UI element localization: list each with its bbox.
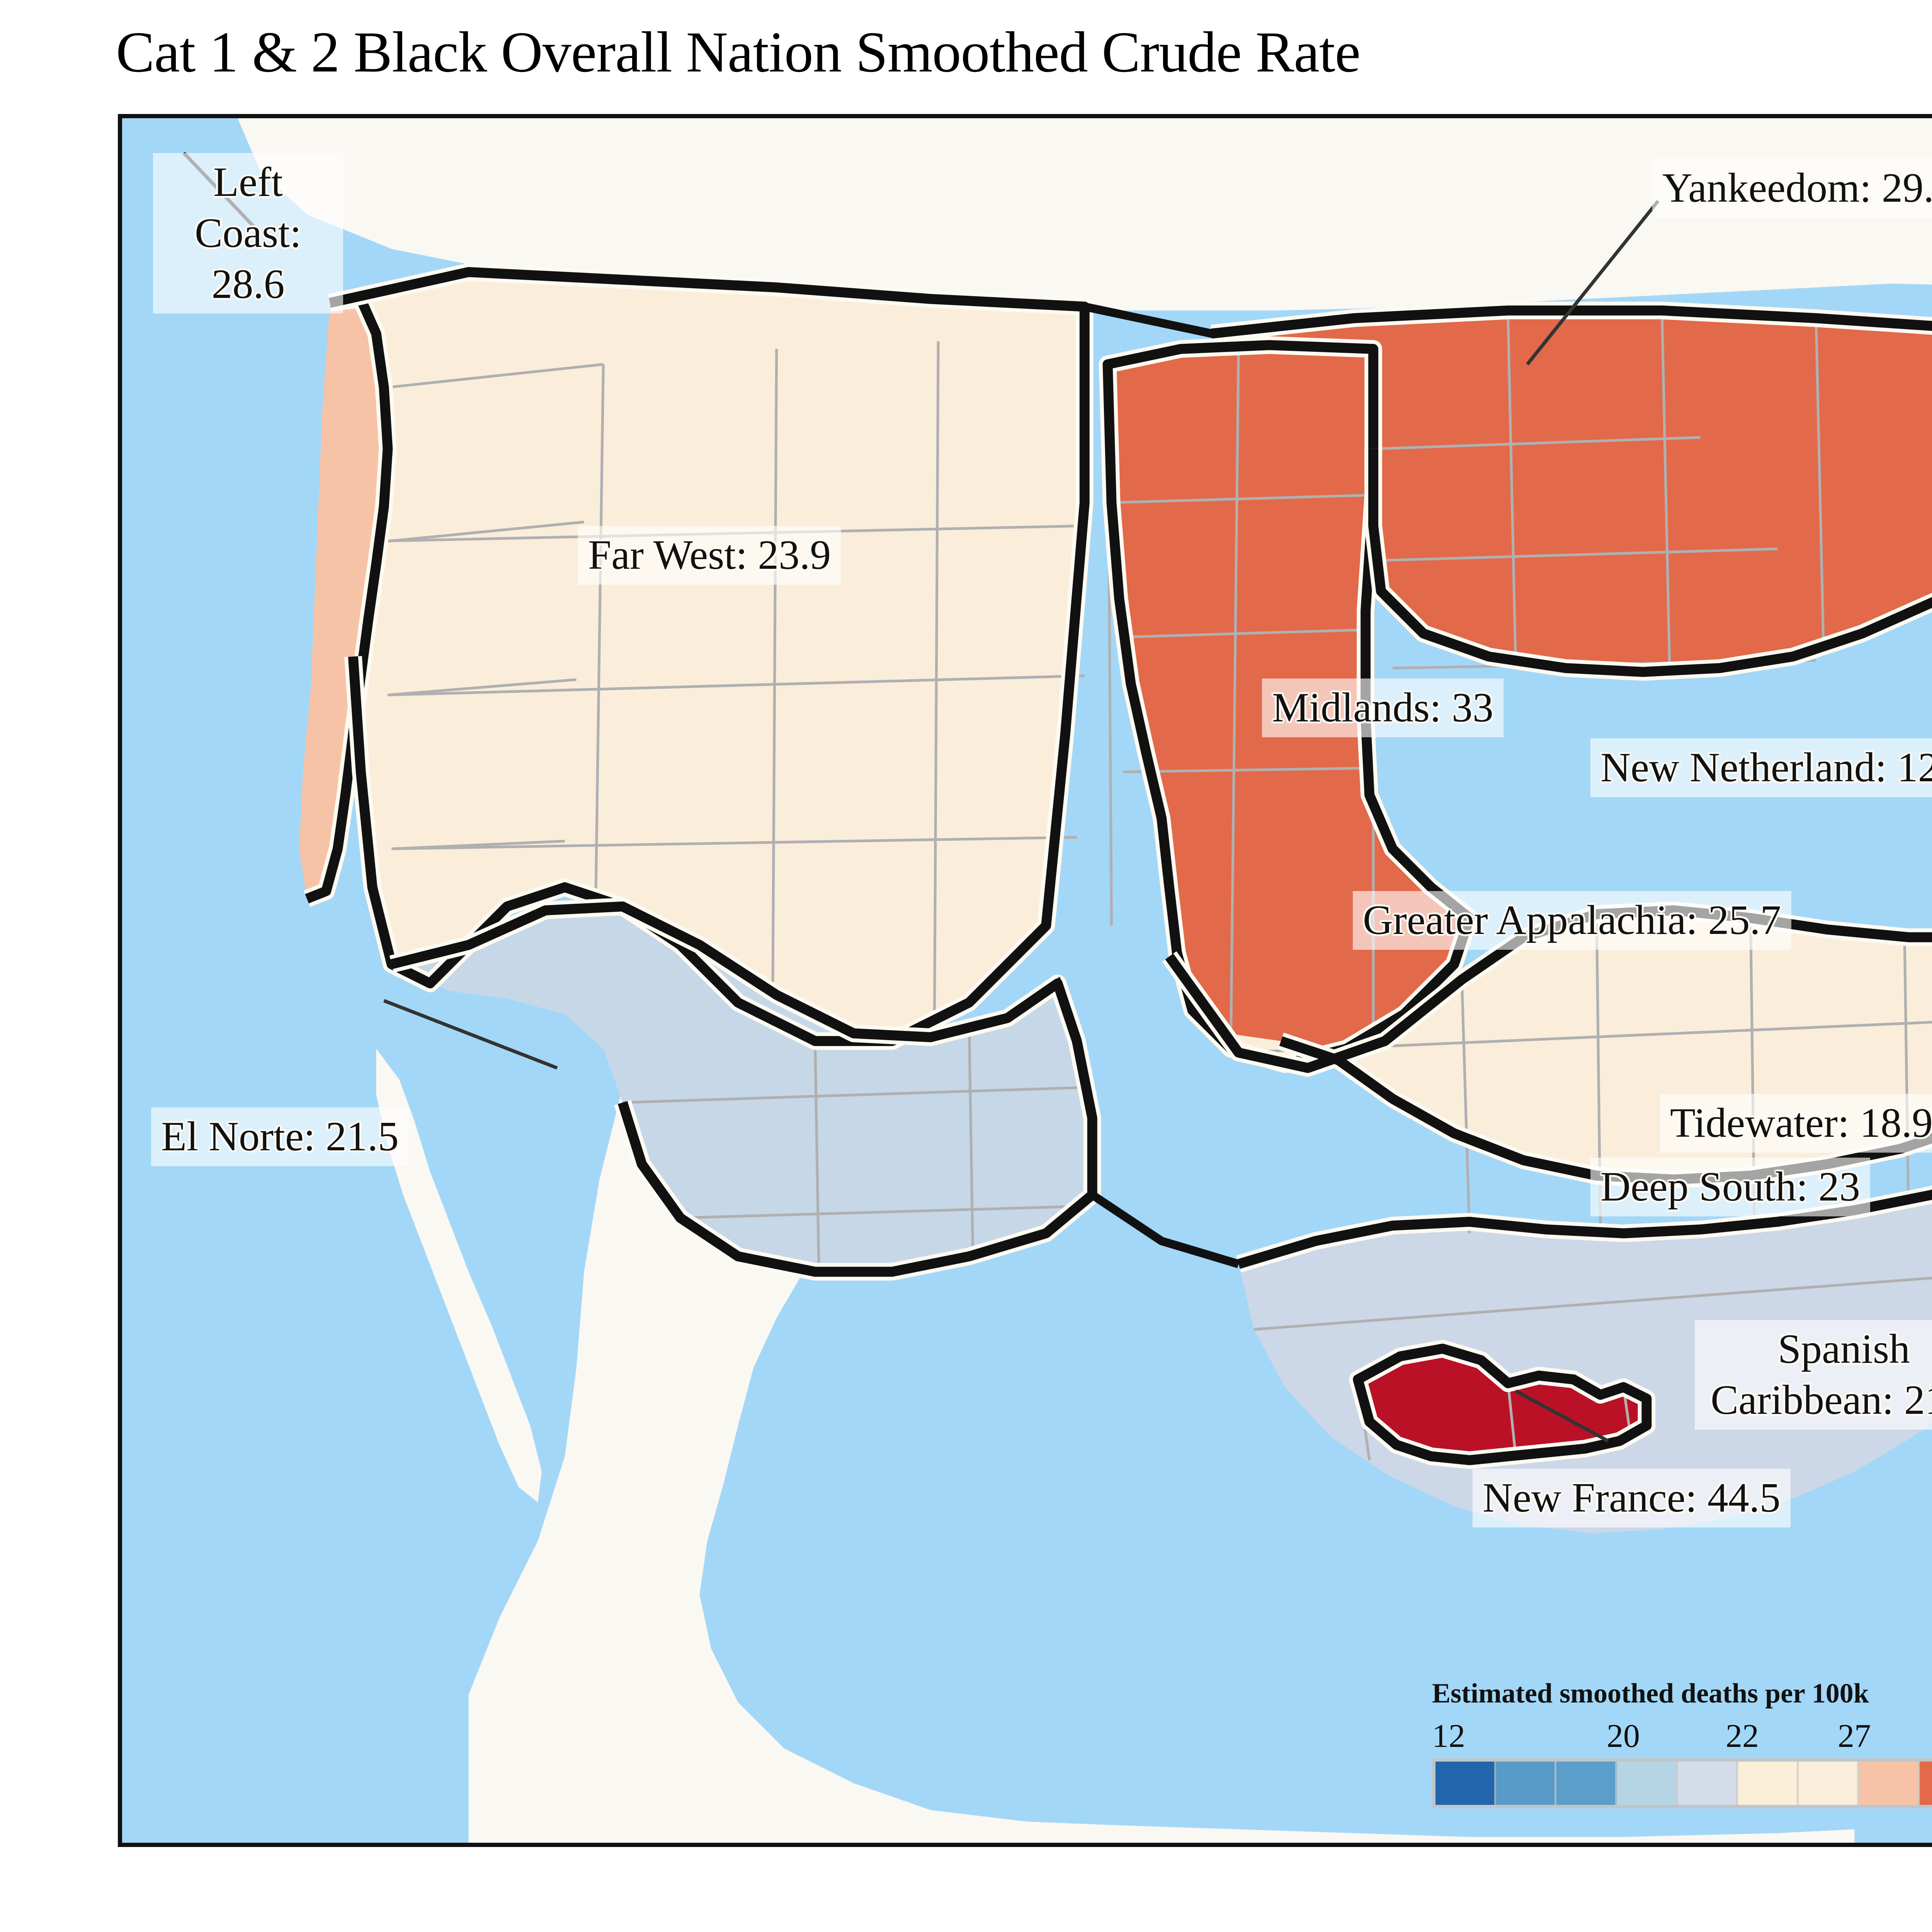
legend-tick-0: 12 [1432,1717,1465,1754]
region-label-new-france: New France: 44.5 [1473,1469,1791,1527]
region-label-line: Coast: 28.6 [194,210,301,307]
legend-swatch [1920,1762,1932,1805]
region-label-deep-south: Deep South: 23 [1590,1158,1870,1216]
legend-title: Estimated smoothed deaths per 100k [1432,1678,1869,1709]
legend-swatch [1496,1762,1557,1805]
legend-tick-1: 20 [1607,1717,1640,1754]
region-label-line: Caribbean: 21.8 [1711,1377,1932,1423]
region-label-tidewater: Tidewater: 18.9 [1660,1094,1932,1153]
region-label-midlands: Midlands: 33 [1262,679,1504,737]
legend-tick-2: 22 [1726,1717,1759,1754]
legend-tick-3: 27 [1838,1717,1871,1754]
region-label-left-coast: Left Coast: 28.6 [153,153,343,314]
legend-swatch [1798,1762,1859,1805]
region-label-spanish-caribbean: Spanish Caribbean: 21.8 [1695,1320,1932,1430]
region-label-yankeedom: Yankeedom: 29.7 [1652,159,1932,218]
legend-swatch [1677,1762,1738,1805]
page-title: Cat 1 & 2 Black Overall Nation Smoothed … [116,20,1361,84]
legend-swatch [1617,1762,1678,1805]
legend-swatch [1556,1762,1617,1805]
region-label-el-norte: El Norte: 21.5 [151,1107,409,1166]
region-label-far-west: Far West: 23.9 [578,526,841,585]
legend-swatch [1859,1762,1920,1805]
region-label-line: Left [213,159,283,205]
legend-swatch [1738,1762,1799,1805]
map-canvas: .land { fill:#faf8f2; } .ocean { fill:#a… [122,118,1932,1843]
legend-color-scale [1432,1758,1932,1808]
region-label-greater-appalachia: Greater Appalachia: 25.7 [1353,891,1791,950]
legend: Estimated smoothed deaths per 100k 12 20… [1432,1677,1932,1808]
region-label-new-netherland: New Netherland: 12.3 [1590,738,1932,797]
legend-tick-labels: 12 20 22 27 45 [1432,1716,1932,1758]
region-label-line: Spanish [1777,1326,1910,1372]
map-frame: .land { fill:#faf8f2; } .ocean { fill:#a… [118,114,1932,1847]
legend-swatch [1435,1762,1496,1805]
